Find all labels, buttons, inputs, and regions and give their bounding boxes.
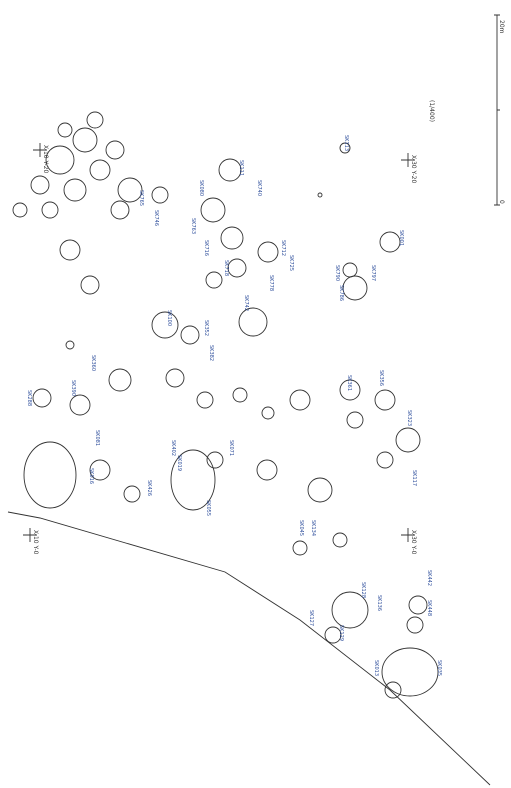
scale-top: 20m [498,20,505,34]
feature-label: SK797 [370,265,376,281]
feature-label: SK117 [411,470,417,486]
feature-label: SK016 [88,468,94,484]
feature-label: SK081 [94,430,100,446]
feature-label: SK765 [138,190,144,206]
feature-label: SK128 [360,582,366,598]
feature-label: SK288 [26,390,32,406]
feature-label: SK718 [223,260,229,276]
feature-label: SK013 [373,660,379,676]
feature-label: SK360 [90,355,96,371]
site-map: 20m 0 (1/400) X-10 Y-20 X-10 Y-0 X-30 Y-… [0,0,511,788]
feature-label: SK742 [243,295,249,311]
feature-label: SK352 [203,320,209,336]
feature-label: SK786 [338,285,344,301]
feature-label: SK746 [153,210,159,226]
feature-label: SK019 [176,455,182,471]
feature-label: SK071 [228,440,234,456]
feature-label: SK790 [334,265,340,281]
feature-label: SK778 [268,275,274,291]
scale-bottom: 0 [498,200,505,204]
feature-label: SK045 [298,520,304,536]
feature-label: SK361 [346,375,352,391]
point-label: X-30 Y-0 [410,530,417,555]
feature-label: SK129 [338,625,344,641]
feature-label: SK035 [436,660,442,676]
point-label: X-10 Y-20 [42,145,49,173]
feature-label: SK001 [398,230,404,246]
crosses [23,143,415,542]
pits [13,112,438,698]
feature-label: SK448 [426,600,432,616]
feature-label: SK382 [208,345,214,361]
feature-label: SK136 [376,595,382,611]
feature-label: SK725 [288,255,294,271]
feature-label: SK402 [170,440,176,456]
feature-label: SK134 [310,520,316,536]
feature-label: SK127 [308,610,314,626]
feature-label: SK055 [205,500,211,516]
feature-label: SK712 [280,240,286,256]
feature-label: SK356 [378,370,384,386]
scale-ratio: (1/400) [428,100,435,122]
feature-label: SK111 [238,160,244,176]
feature-label: SK100 [166,310,172,326]
feature-label: SK442 [426,570,432,586]
feature-label: SK113 [343,135,349,151]
feature-label: SK323 [406,410,412,426]
scale-bar [494,15,500,205]
feature-label: SK080 [198,180,204,196]
feature-label: SK716 [203,240,209,256]
feature-label: SK390 [70,380,76,396]
feature-label: SK740 [256,180,262,196]
feature-label: SK763 [190,218,196,234]
point-label: X-10 Y-0 [32,530,39,555]
point-label: X-30 Y-20 [410,155,417,183]
feature-label: SK426 [146,480,152,496]
